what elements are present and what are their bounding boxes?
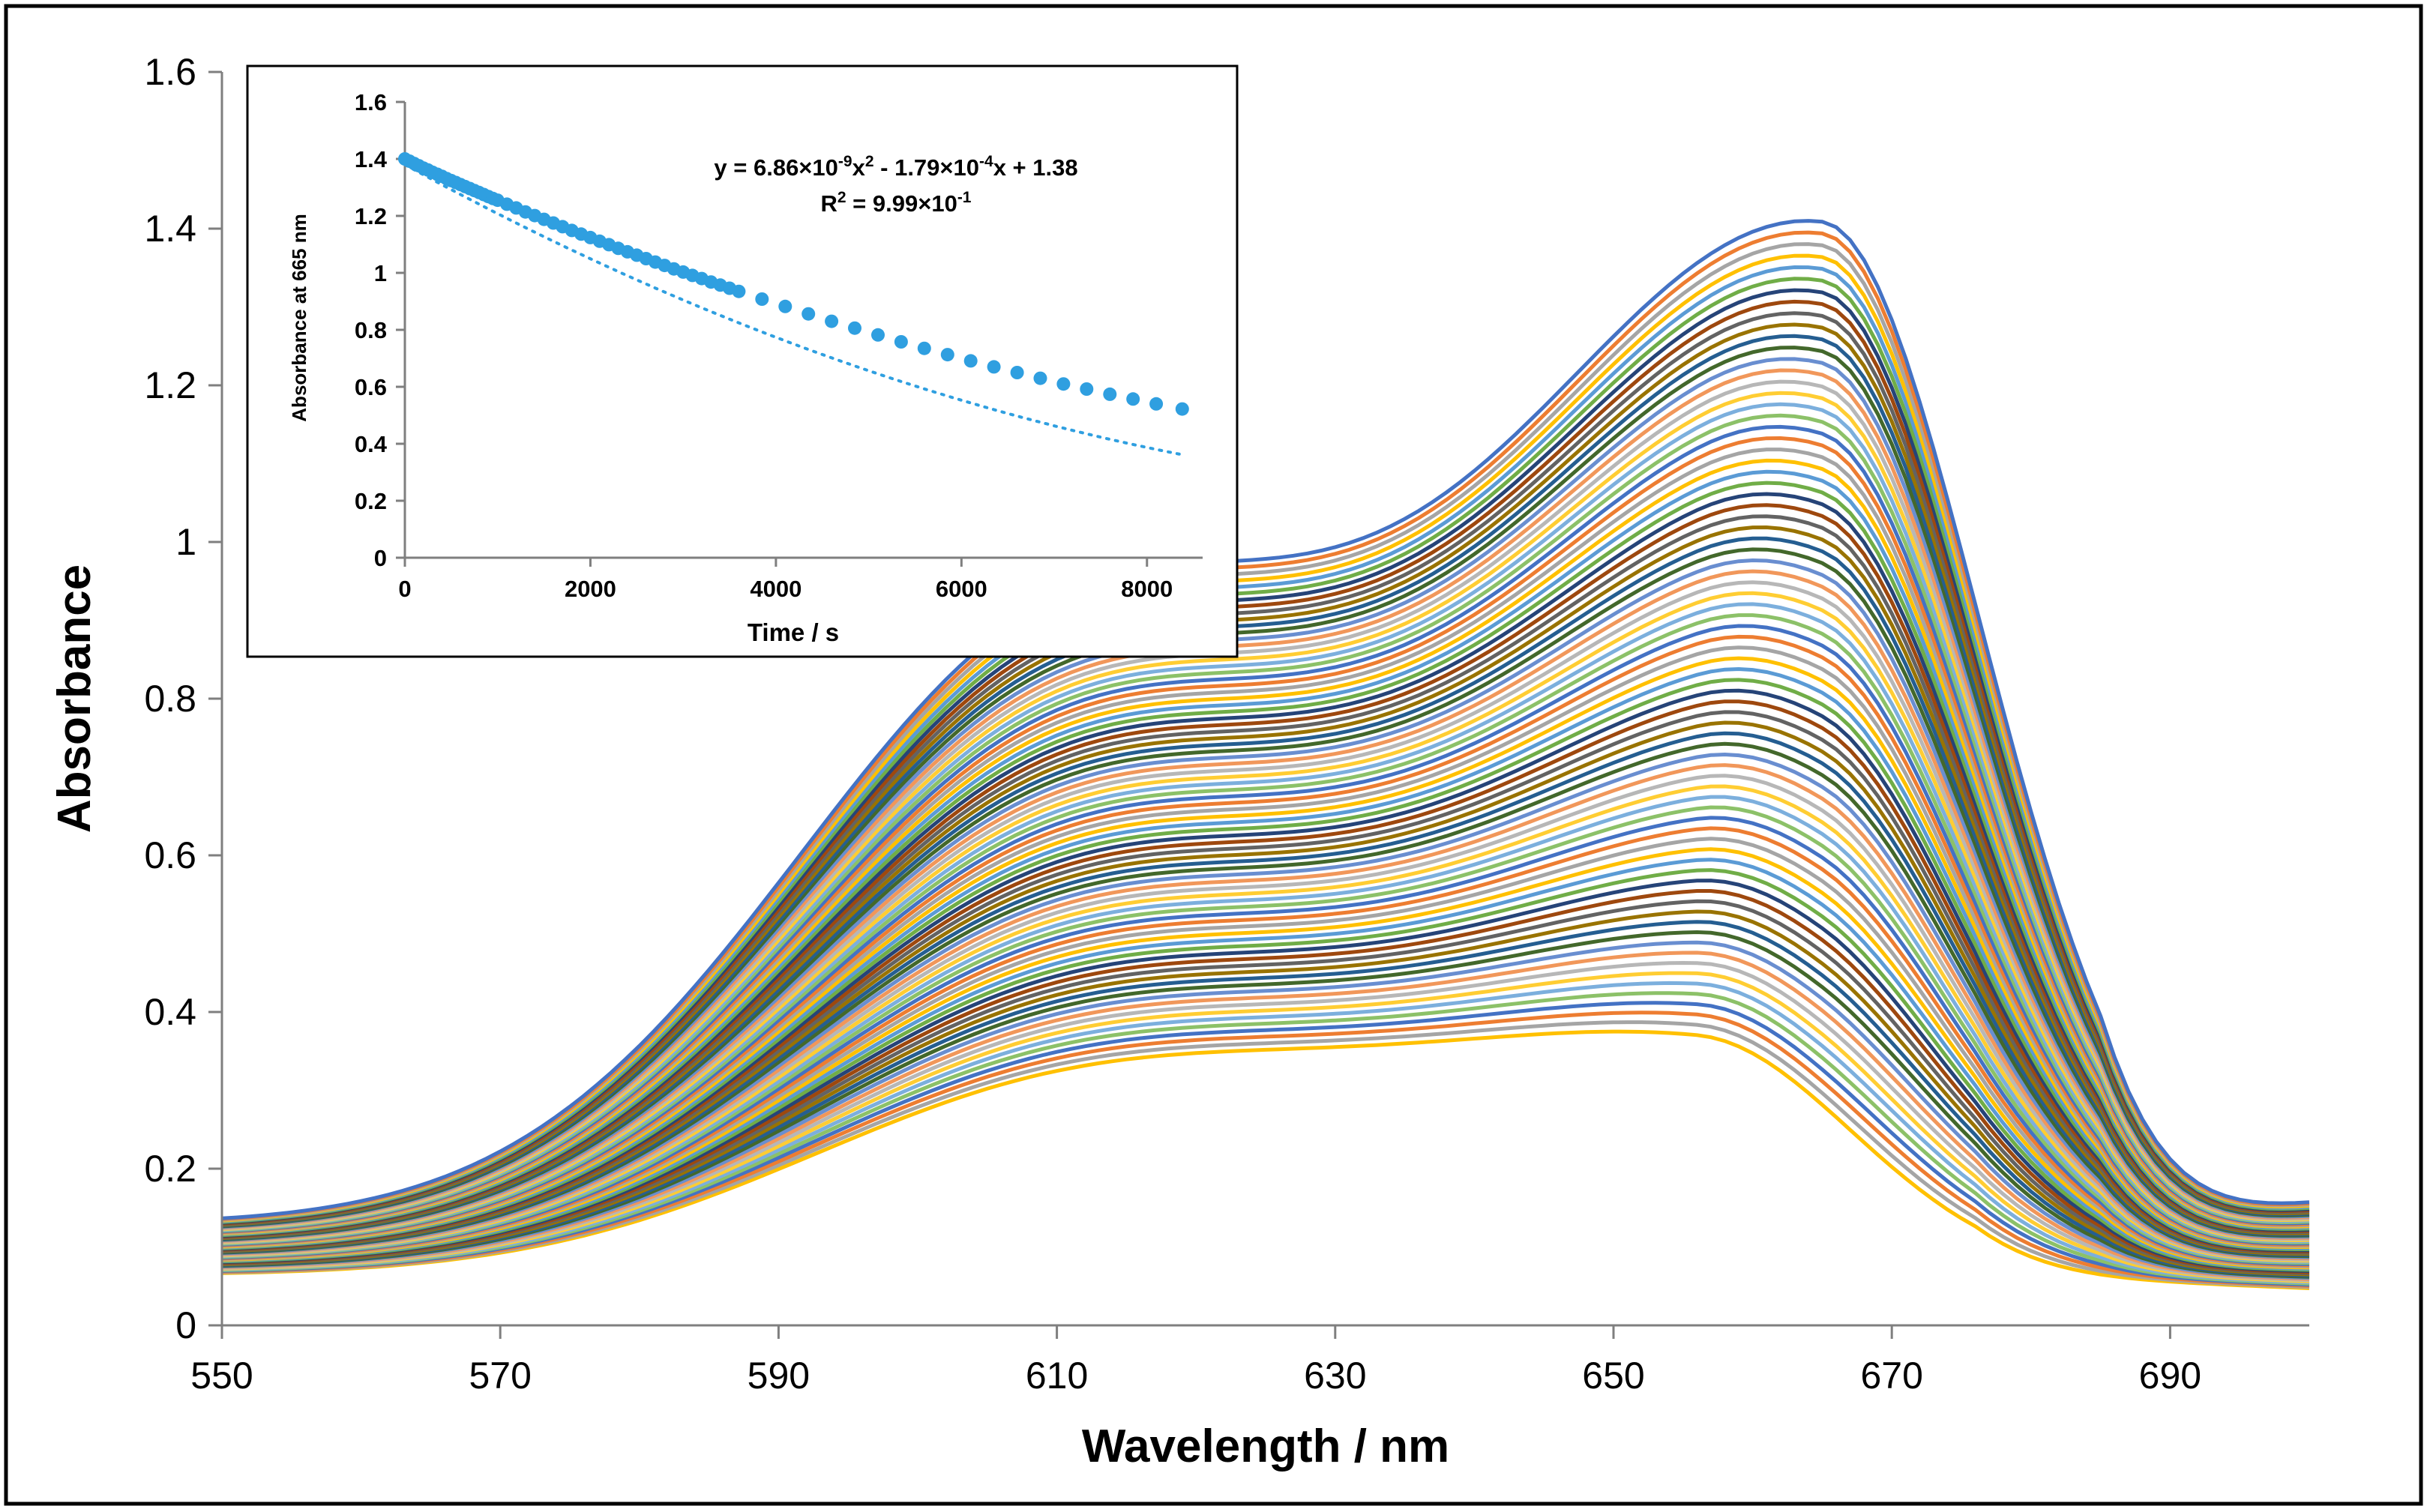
inset-y-tick-label: 0 — [374, 545, 387, 571]
inset-data-point — [1103, 387, 1117, 401]
main-y-tick-label: 1.6 — [144, 51, 196, 93]
inset-data-point — [1149, 397, 1164, 411]
spectrum-series — [221, 219, 2310, 1220]
inset-data-point — [894, 335, 908, 349]
main-y-axis-title: Absorbance — [49, 564, 100, 833]
inset-data-point — [778, 299, 793, 313]
inset-points-group — [398, 152, 1189, 416]
inset-data-point — [963, 354, 978, 368]
inset-y-tick-label: 1.6 — [355, 89, 387, 115]
inset-data-point — [940, 348, 954, 362]
inset-x-tick-label: 0 — [398, 576, 411, 602]
inset-data-point — [755, 292, 769, 306]
main-y-tick-label: 0.6 — [144, 834, 196, 876]
inset-x-tick-label: 8000 — [1121, 576, 1173, 602]
main-y-tick-label: 0.2 — [144, 1148, 196, 1190]
inset-y-tick-label: 1.2 — [355, 203, 387, 229]
inset-y-axis-title: Absorbance at 665 nm — [288, 214, 310, 421]
inset-x-tick-label: 2000 — [565, 576, 616, 602]
main-x-tick-label: 610 — [1026, 1355, 1088, 1397]
main-y-tick-label: 1.2 — [144, 364, 196, 406]
inset-x-ticks: 0 2000 4000 6000 8000 — [398, 558, 1173, 602]
inset-data-point — [871, 328, 885, 342]
inset-y-ticks: 0 0.2 0.4 0.6 0.8 1 1.2 1.4 1.6 — [355, 89, 405, 571]
main-y-tick-label: 0.4 — [144, 991, 196, 1033]
inset-data-point — [1080, 382, 1094, 396]
main-y-tick-label: 1.4 — [144, 208, 196, 250]
inset-x-axis-title: Time / s — [748, 618, 839, 646]
inset-data-point — [1126, 392, 1140, 406]
inset-data-point — [732, 284, 746, 298]
inset-chart: 0 0.2 0.4 0.6 0.8 1 1.2 1.4 1.6 0 2000 4000 6000 800… — [246, 64, 1239, 658]
main-series-group — [221, 219, 2310, 1290]
inset-y-tick-label: 0.2 — [355, 488, 387, 514]
inset-data-point — [1175, 402, 1189, 416]
main-y-tick-label: 0.8 — [144, 678, 196, 720]
main-x-tick-label: 590 — [748, 1355, 810, 1397]
inset-r-squared: R2 = 9.99×10-1 — [820, 189, 971, 217]
main-x-tick-label: 550 — [190, 1355, 253, 1397]
inset-x-tick-label: 6000 — [936, 576, 987, 602]
main-x-tick-label: 690 — [2139, 1355, 2201, 1397]
main-chart: 0 0.2 0.4 0.6 0.8 1 1.2 1.4 1.6 550 570 590 610 630 6… — [49, 51, 2310, 1472]
main-x-tick-label: 570 — [469, 1355, 531, 1397]
inset-x-tick-label: 4000 — [750, 576, 802, 602]
inset-data-point — [917, 341, 931, 355]
inset-fit-curve — [403, 163, 1186, 457]
inset-data-point — [1056, 377, 1071, 391]
inset-data-point — [1033, 371, 1047, 385]
inset-data-point — [802, 307, 816, 321]
inset-data-point — [848, 321, 861, 335]
main-y-ticks: 0 0.2 0.4 0.6 0.8 1 1.2 1.4 1.6 — [144, 51, 222, 1346]
inset-y-tick-label: 0.6 — [355, 374, 387, 400]
inset-y-tick-label: 1.4 — [355, 146, 388, 172]
main-x-tick-label: 630 — [1304, 1355, 1366, 1397]
main-x-ticks: 550 570 590 610 630 650 670 690 — [190, 1325, 2201, 1397]
main-x-axis-title: Wavelength / nm — [1082, 1421, 1449, 1472]
inset-fit-equation: y = 6.86×10-9x2 - 1.79×10-4x + 1.38 — [714, 153, 1077, 181]
main-x-tick-label: 650 — [1582, 1355, 1644, 1397]
inset-y-tick-label: 0.4 — [355, 431, 388, 457]
main-y-tick-label: 0 — [175, 1304, 196, 1346]
inset-y-tick-label: 0.8 — [355, 317, 387, 343]
inset-data-point — [1010, 366, 1024, 379]
inset-data-point — [987, 360, 1001, 374]
inset-y-tick-label: 1 — [374, 260, 387, 286]
main-x-tick-label: 670 — [1860, 1355, 1922, 1397]
main-y-tick-label: 1 — [175, 521, 196, 563]
inset-data-point — [825, 314, 839, 328]
